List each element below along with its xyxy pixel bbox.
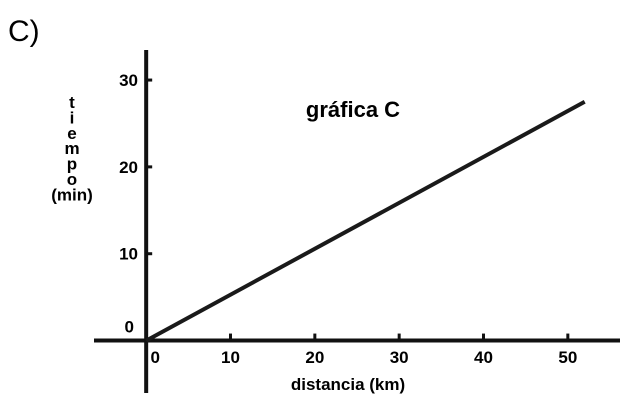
- y-tick-label: 30: [119, 71, 138, 90]
- y-axis-title-unit: (min): [51, 185, 93, 204]
- y-axis-title-letter: e: [67, 124, 76, 143]
- x-axis-title: distancia (km): [291, 375, 405, 394]
- y-axis-title-letter: p: [67, 155, 77, 174]
- y-tick-label: 20: [119, 158, 138, 177]
- y-axis-title-letter: o: [67, 170, 77, 189]
- x-axis-ticks: 0 10 20 30 40 50: [150, 333, 577, 367]
- chart-title: gráfica C: [306, 97, 400, 122]
- y-tick-label: 0: [125, 318, 134, 337]
- axes: [94, 50, 620, 393]
- x-tick-label: 50: [558, 348, 577, 367]
- y-tick-label: 10: [119, 245, 138, 264]
- x-tick-label: 20: [305, 348, 324, 367]
- y-axis-title-letter: m: [64, 139, 79, 158]
- y-axis-title-letter: i: [70, 108, 75, 127]
- series-group: [145, 100, 586, 343]
- panel-label: C): [8, 15, 40, 48]
- x-tick-label: 10: [221, 348, 240, 367]
- x-tick-label: 30: [390, 348, 409, 367]
- y-axis-title-letter: t: [69, 93, 75, 112]
- y-axis-ticks: 0 10 20 30: [119, 71, 153, 337]
- series-line: [145, 100, 586, 343]
- x-tick-label: 40: [474, 348, 493, 367]
- x-tick-label: 0: [150, 348, 159, 367]
